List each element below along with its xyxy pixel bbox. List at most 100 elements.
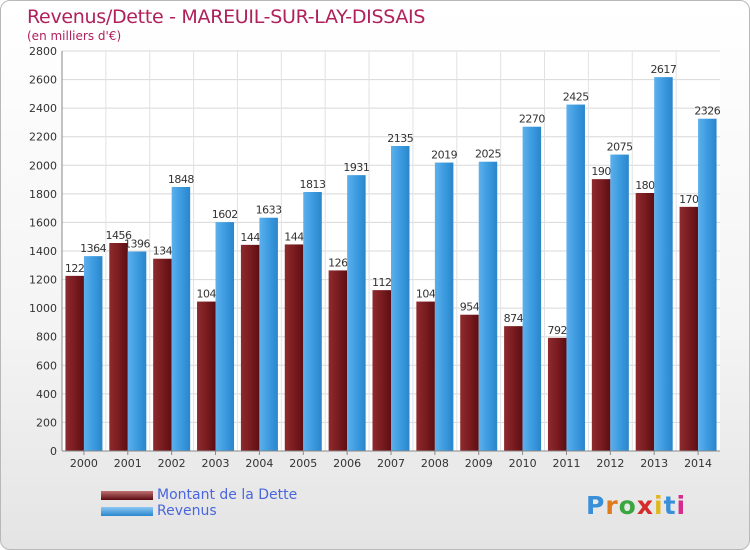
- data-label-revenus-2013: 2617: [650, 63, 676, 76]
- bar-dette-2006: [328, 270, 348, 451]
- x-tick-label: 2010: [509, 457, 537, 470]
- x-tick-label: 2006: [333, 457, 361, 470]
- logo-letter: P: [586, 491, 606, 520]
- logo-letter: t: [663, 491, 677, 520]
- bar-dette-2008: [416, 301, 435, 451]
- bar-dette-2012: [591, 179, 611, 451]
- x-tick-label: 2007: [377, 457, 405, 470]
- bar-revenus-2014: [698, 118, 717, 451]
- data-label-dette-2013: 180: [635, 179, 655, 192]
- data-label-revenus-2002: 1848: [168, 173, 194, 186]
- y-tick-label: 2800: [29, 45, 57, 58]
- logo-letter: r: [605, 491, 619, 520]
- bar-revenus-2002: [171, 187, 191, 451]
- bar-revenus-2005: [303, 192, 322, 451]
- x-tick-label: 2014: [684, 457, 712, 470]
- data-label-dette-2010: 874: [504, 312, 524, 325]
- data-label-dette-2007: 112: [372, 276, 392, 289]
- x-tick-label: 2013: [640, 457, 668, 470]
- data-label-revenus-2000: 1364: [80, 242, 106, 255]
- data-label-revenus-2009: 2025: [475, 148, 501, 161]
- data-label-revenus-2008: 2019: [431, 149, 457, 162]
- bar-dette-2011: [547, 337, 567, 451]
- x-tick-label: 2008: [421, 457, 449, 470]
- y-tick-label: 1400: [29, 245, 57, 258]
- data-label-dette-2002: 134: [153, 245, 173, 258]
- bar-dette-2010: [504, 326, 523, 451]
- x-tick-label: 2000: [70, 457, 98, 470]
- y-tick-label: 400: [36, 388, 57, 401]
- data-label-dette-2012: 190: [591, 165, 611, 178]
- bar-revenus-2007: [391, 146, 410, 451]
- x-tick-label: 2012: [596, 457, 624, 470]
- bar-revenus-2004: [259, 217, 278, 451]
- y-tick-label: 800: [36, 331, 57, 344]
- data-label-dette-2014: 170: [679, 193, 699, 206]
- bar-revenus-2009: [478, 161, 498, 451]
- data-label-dette-2003: 104: [197, 288, 217, 301]
- bar-dette-2003: [197, 301, 216, 451]
- data-label-dette-2011: 792: [547, 324, 567, 337]
- x-tick-label: 2009: [465, 457, 493, 470]
- data-label-revenus-2004: 1633: [256, 204, 282, 217]
- bar-dette-2014: [679, 206, 699, 451]
- data-label-dette-2001: 1456: [106, 229, 132, 242]
- bar-dette-2001: [109, 243, 128, 451]
- data-label-revenus-2011: 2425: [563, 91, 589, 104]
- proxiti-logo: Proxiti: [586, 491, 686, 520]
- bar-revenus-2012: [610, 154, 629, 452]
- x-tick-label: 2001: [114, 457, 142, 470]
- chart-subtitle: (en milliers d'€): [27, 29, 122, 43]
- data-label-revenus-2005: 1813: [300, 178, 326, 191]
- bar-dette-2005: [284, 244, 304, 451]
- y-tick-label: 200: [36, 416, 57, 429]
- bar-revenus-2006: [347, 175, 366, 451]
- data-label-revenus-2006: 1931: [343, 161, 369, 174]
- logo-letter: i: [676, 491, 687, 520]
- data-label-revenus-2010: 2270: [519, 113, 545, 126]
- bar-revenus-2013: [654, 77, 673, 452]
- x-tick-label: 2004: [245, 457, 273, 470]
- legend-label-dette: Montant de la Dette: [157, 487, 298, 503]
- y-tick-label: 0: [50, 445, 57, 458]
- y-tick-label: 2400: [29, 102, 57, 115]
- x-tick-label: 2003: [202, 457, 230, 470]
- legend-swatch-revenus: [101, 507, 153, 516]
- y-tick-label: 1200: [29, 274, 57, 287]
- data-label-dette-2006: 126: [328, 256, 348, 269]
- legend-swatch-dette: [101, 491, 153, 500]
- logo-letter: o: [618, 491, 637, 520]
- data-label-revenus-2014: 2326: [694, 105, 720, 118]
- bar-revenus-2003: [215, 222, 235, 451]
- x-tick-label: 2002: [158, 457, 186, 470]
- logo-letter: i: [654, 491, 664, 520]
- data-label-revenus-2012: 2075: [607, 141, 633, 154]
- y-tick-label: 2600: [29, 74, 57, 87]
- bar-revenus-2008: [434, 162, 454, 452]
- data-label-revenus-2007: 2135: [387, 132, 413, 145]
- y-tick-label: 1000: [29, 302, 57, 315]
- bar-dette-2009: [460, 314, 479, 451]
- x-tick-label: 2011: [552, 457, 580, 470]
- bar-dette-2007: [372, 290, 391, 451]
- data-label-dette-2000: 122: [65, 262, 85, 275]
- logo-letter: x: [636, 491, 654, 520]
- data-label-dette-2008: 104: [416, 288, 436, 301]
- data-label-revenus-2003: 1602: [212, 208, 238, 221]
- bar-dette-2000: [65, 275, 84, 451]
- bar-dette-2004: [240, 244, 260, 451]
- bar-revenus-2001: [127, 251, 147, 451]
- data-label-dette-2004: 144: [240, 231, 260, 244]
- y-tick-label: 2000: [29, 159, 57, 172]
- bar-revenus-2000: [83, 256, 103, 451]
- bar-dette-2002: [153, 258, 172, 451]
- bar-dette-2013: [635, 193, 655, 451]
- legend-label-revenus: Revenus: [157, 503, 217, 519]
- data-label-dette-2005: 144: [284, 230, 304, 243]
- data-label-dette-2009: 954: [460, 301, 480, 314]
- bar-revenus-2011: [566, 104, 585, 452]
- x-tick-label: 2005: [289, 457, 317, 470]
- y-tick-label: 2200: [29, 131, 57, 144]
